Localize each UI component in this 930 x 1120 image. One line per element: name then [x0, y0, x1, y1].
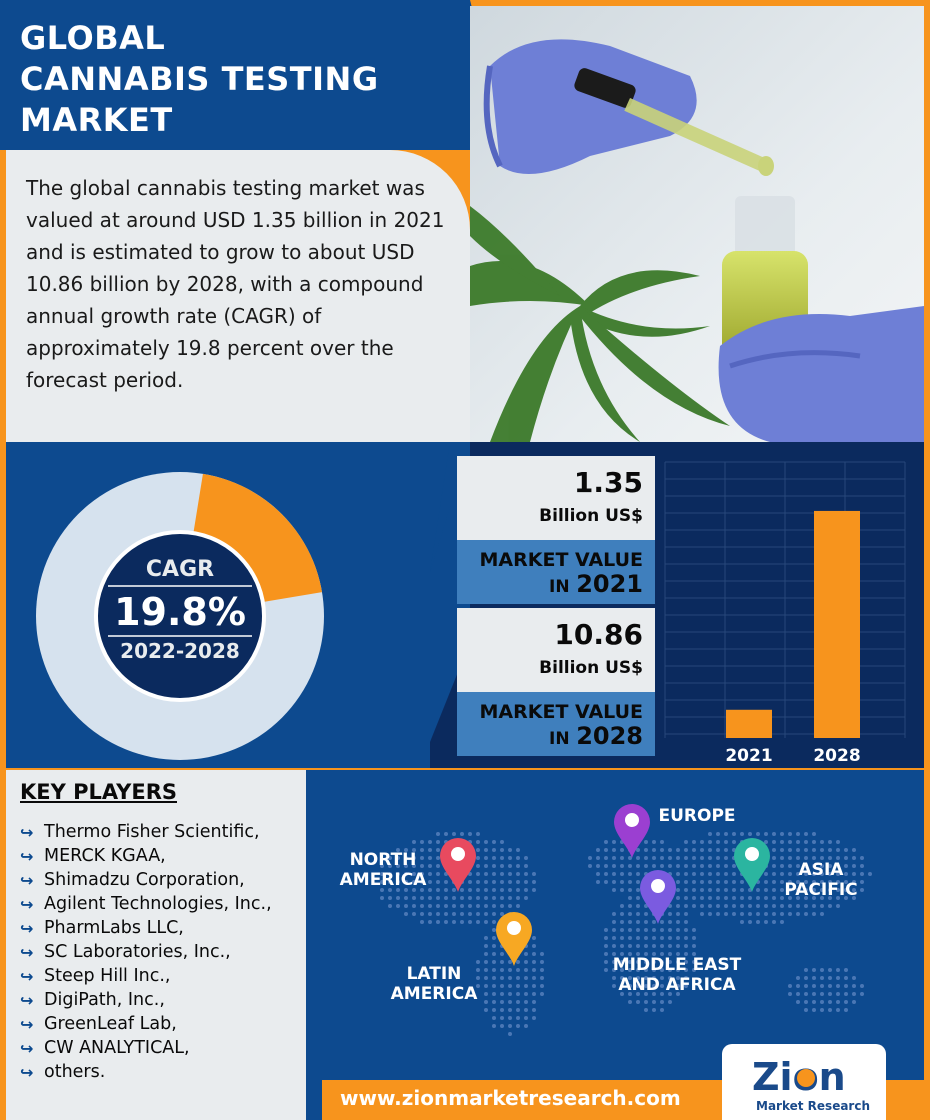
- location-pin-icon: [614, 804, 650, 858]
- zion-logo: Zion Market Research: [722, 1044, 886, 1120]
- location-pin-icon: [440, 838, 476, 892]
- market-value-2028: 10.86: [554, 618, 643, 651]
- logo-subtitle: Market Research: [756, 1099, 870, 1113]
- key-player-name: DigiPath, Inc.,: [44, 990, 165, 1010]
- x-tick-2028: 2028: [813, 746, 860, 766]
- market-value-2021: 1.35: [573, 466, 643, 499]
- key-player-item: ↪ DigiPath, Inc.,: [20, 988, 310, 1012]
- arrow-icon: ↪: [20, 1062, 34, 1082]
- market-label-2021: MARKET VALUE IN 2021: [479, 549, 643, 598]
- x-tick-2021: 2021: [725, 746, 772, 766]
- key-player-item: ↪ CW ANALYTICAL,: [20, 1036, 310, 1060]
- key-player-name: Shimadzu Corporation,: [44, 870, 245, 890]
- arrow-icon: ↪: [20, 918, 34, 938]
- key-player-name: GreenLeaf Lab,: [44, 1014, 177, 1034]
- key-player-item: ↪ Shimadzu Corporation,: [20, 868, 310, 892]
- arrow-icon: ↪: [20, 1014, 34, 1034]
- pin-center-dot: [507, 921, 521, 935]
- key-player-name: SC Laboratories, Inc.,: [44, 942, 231, 962]
- market-label-2028-band: [457, 692, 655, 756]
- location-pin-icon: [496, 912, 532, 966]
- pin-center-dot: [451, 847, 465, 861]
- arrow-icon: ↪: [20, 846, 34, 866]
- pin-center-dot: [651, 879, 665, 893]
- cagr-value: 19.8%: [114, 590, 246, 634]
- key-players-list: ↪ Thermo Fisher Scientific, ↪ MERCK KGAA, ↪ S…: [20, 820, 310, 1084]
- arrow-icon: ↪: [20, 894, 34, 914]
- key-player-item: ↪ Thermo Fisher Scientific,: [20, 820, 310, 844]
- key-player-name: MERCK KGAA,: [44, 846, 166, 866]
- region-north-america: NORTH AMERICA: [339, 850, 427, 890]
- pin-center-dot: [625, 813, 639, 827]
- market-label-2021-band: [457, 540, 655, 604]
- key-players-title: KEY PLAYERS: [20, 780, 177, 804]
- summary-panel: [6, 150, 470, 442]
- market-label-2028: MARKET VALUE IN 2028: [479, 701, 643, 750]
- chart-grid: [664, 461, 906, 738]
- zion-logo-mark: Zion Market Research: [752, 1055, 870, 1113]
- key-player-name: Agilent Technologies, Inc.,: [44, 894, 272, 914]
- pin-center-dot: [745, 847, 759, 861]
- key-player-item: ↪ SC Laboratories, Inc.,: [20, 940, 310, 964]
- key-player-item: ↪ MERCK KGAA,: [20, 844, 310, 868]
- donut-center: [94, 530, 266, 702]
- market-unit-2028: Billion US$: [539, 658, 643, 678]
- key-player-name: PharmLabs LLC,: [44, 918, 184, 938]
- hero-photo: [470, 6, 924, 442]
- key-player-name: Steep Hill Inc.,: [44, 966, 171, 986]
- title-panel: [0, 0, 470, 150]
- key-player-item: ↪ Agilent Technologies, Inc.,: [20, 892, 310, 916]
- key-player-item: ↪ GreenLeaf Lab,: [20, 1012, 310, 1036]
- arrow-icon: ↪: [20, 822, 34, 842]
- location-pin-icon: [734, 838, 770, 892]
- key-players-panel: [6, 770, 306, 1120]
- region-europe: EUROPE: [658, 806, 736, 826]
- footer-url[interactable]: www.zionmarketresearch.com: [340, 1086, 681, 1110]
- key-player-name: Thermo Fisher Scientific,: [44, 822, 260, 842]
- market-unit-2021: Billion US$: [539, 506, 643, 526]
- region-latin-america: LATIN AMERICA: [390, 964, 478, 1004]
- cagr-period: 2022-2028: [120, 639, 240, 663]
- world-map: [380, 804, 872, 1036]
- arrow-icon: ↪: [20, 966, 34, 986]
- bar-2028: [814, 510, 860, 738]
- region-middle-east-africa: MIDDLE EAST AND AFRICA: [612, 955, 742, 995]
- cagr-donut: CAGR 19.8% 2022-2028: [36, 472, 324, 760]
- key-player-item: ↪ Steep Hill Inc.,: [20, 964, 310, 988]
- page-title: GLOBAL CANNABIS TESTING MARKET: [20, 19, 379, 139]
- arrow-icon: ↪: [20, 870, 34, 890]
- market-value-2028-card: [457, 608, 655, 692]
- region-asia-pacific: ASIA PACIFIC: [784, 860, 858, 900]
- key-player-item: ↪ others.: [20, 1060, 310, 1084]
- cagr-label: CAGR: [146, 557, 214, 582]
- market-bar-chart: 2021 2028: [664, 461, 906, 766]
- arrow-icon: ↪: [20, 942, 34, 962]
- market-value-2021-card: [457, 456, 655, 540]
- bar-2021: [726, 709, 772, 738]
- key-player-name: CW ANALYTICAL,: [44, 1038, 190, 1058]
- arrow-icon: ↪: [20, 1038, 34, 1058]
- location-pin-icon: [640, 870, 676, 924]
- key-player-name: others.: [44, 1062, 106, 1082]
- summary-text: The global cannabis testing market was v…: [26, 176, 445, 392]
- key-player-item: ↪ PharmLabs LLC,: [20, 916, 310, 940]
- arrow-icon: ↪: [20, 990, 34, 1010]
